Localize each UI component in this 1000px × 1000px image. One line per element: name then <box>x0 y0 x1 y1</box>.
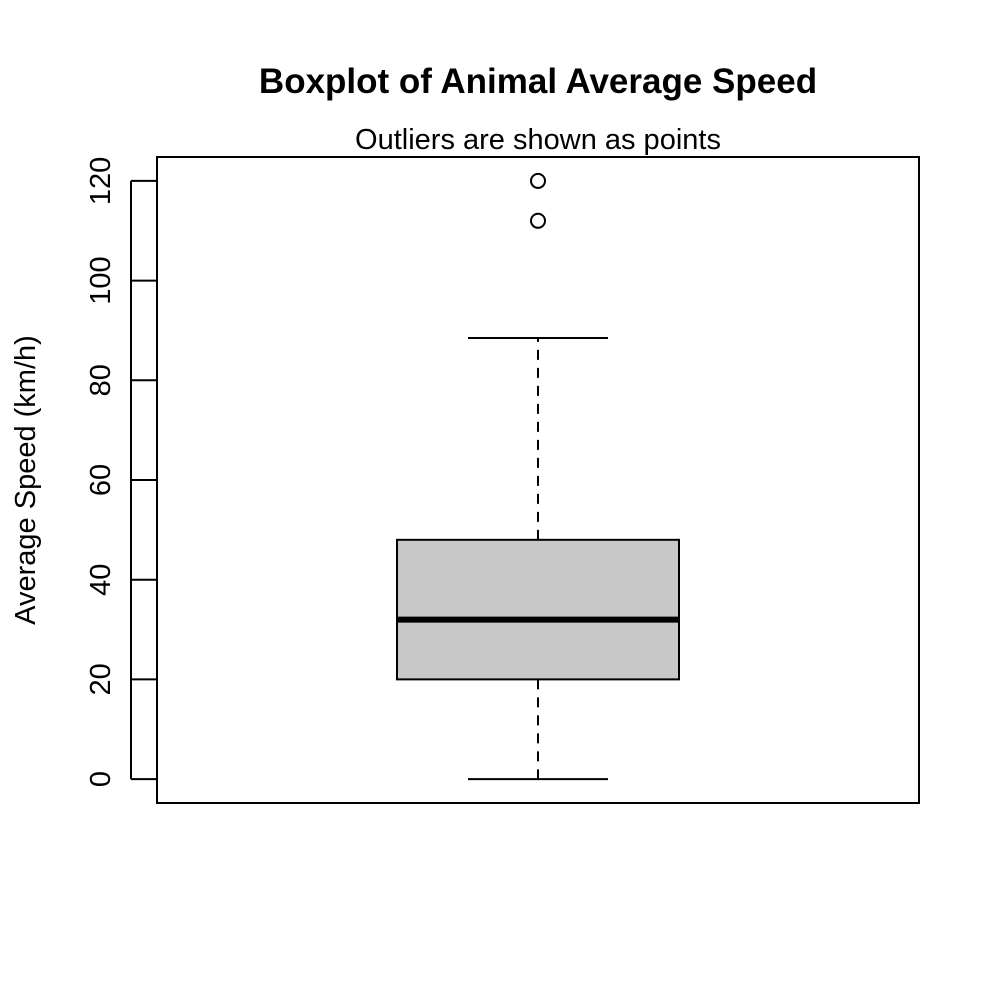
box-group <box>396 336 680 781</box>
y-tick-label-60: 60 <box>85 464 117 496</box>
y-tick-label-20: 20 <box>85 663 117 695</box>
outlier-point-1 <box>530 172 546 189</box>
chart-title: Boxplot of Animal Average Speed <box>259 62 817 101</box>
y-axis-label: Average Speed (km/h) <box>10 335 42 625</box>
y-tick-label-100: 100 <box>85 256 117 304</box>
y-tick-label-80: 80 <box>85 364 117 396</box>
outlier-point-0 <box>530 212 546 229</box>
chart-subtitle: Outliers are shown as points <box>355 124 721 156</box>
outlier-group <box>530 172 546 229</box>
y-tick-label-40: 40 <box>85 564 117 596</box>
y-tick-label-120: 120 <box>85 157 117 205</box>
y-axis: 0 20 40 60 80 100 120 <box>85 157 157 787</box>
y-tick-label-0: 0 <box>85 771 117 787</box>
iqr-box <box>396 538 680 681</box>
